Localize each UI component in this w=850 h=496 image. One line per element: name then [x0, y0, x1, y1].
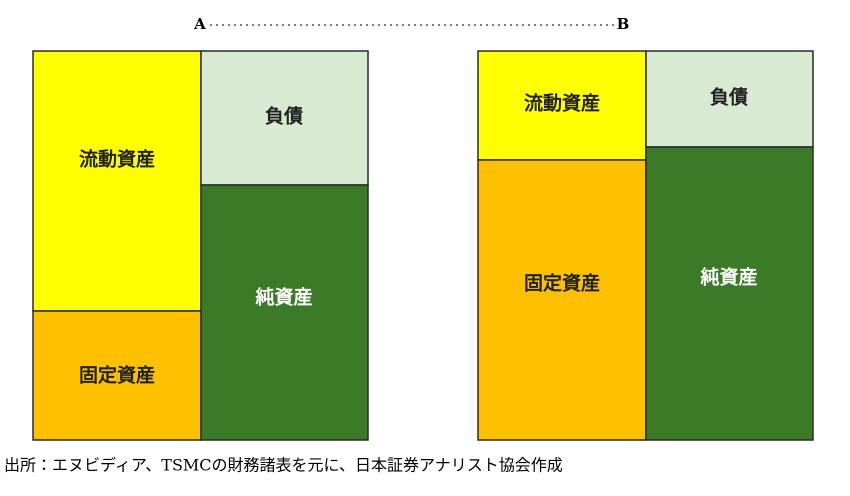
balance-sheet-a: 流動資産 固定資産 負債 純資産	[32, 50, 369, 441]
fixed-assets-label: 固定資産	[79, 364, 155, 387]
liabilities-block	[645, 50, 814, 148]
fixed-assets-label: 固定資産	[524, 272, 600, 295]
net-assets-block	[645, 146, 814, 441]
liabilities-block	[200, 50, 369, 186]
fixed-assets-block	[477, 159, 647, 441]
net-assets-label: 純資産	[254, 286, 312, 309]
balance-sheet-b: 流動資産 固定資産 負債 純資産	[477, 50, 814, 441]
current-assets-label: 流動資産	[524, 92, 600, 115]
fixed-assets-block	[32, 310, 202, 441]
company-b-label: B	[617, 15, 630, 33]
source-note: 出所：エヌビディア、TSMCの財務諸表を元に、日本証券アナリスト協会作成	[4, 456, 563, 475]
net-assets-label: 純資産	[699, 266, 757, 289]
liabilities-label: 負債	[265, 105, 303, 128]
current-assets-block	[32, 50, 202, 312]
net-assets-block	[200, 184, 369, 441]
current-assets-label: 流動資産	[79, 148, 155, 171]
company-a-label: A	[193, 15, 206, 33]
liabilities-label: 負債	[710, 86, 748, 109]
